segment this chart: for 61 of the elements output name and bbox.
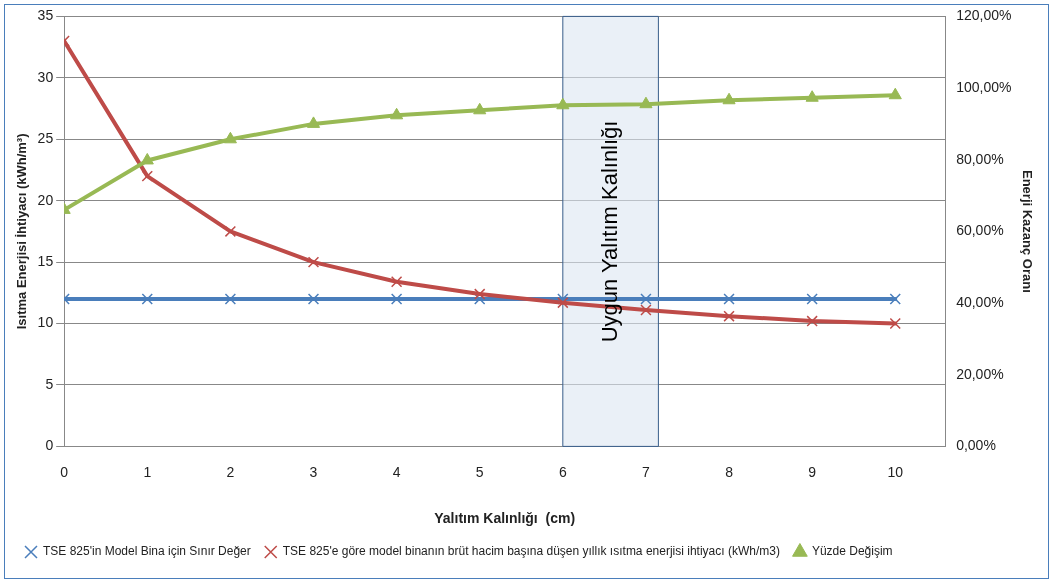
y-tick-label: 20 [37, 191, 54, 208]
point [390, 293, 403, 305]
x-tick-label: 7 [642, 463, 651, 480]
y2-tick-label: 40,00% [956, 293, 1004, 310]
y2-tick-label: 0,00% [956, 437, 996, 454]
point [806, 293, 818, 305]
point [473, 102, 487, 115]
point [306, 116, 321, 128]
point [639, 96, 653, 109]
y-axis-title: Isıtma Enerjisi İhtiyacı (kWh/m³) [14, 133, 30, 330]
y2-tick-label: 20,00% [956, 365, 1004, 382]
point [723, 310, 735, 322]
x-tick-label: 5 [475, 463, 484, 480]
point [888, 87, 902, 100]
y2-tick-label: 120,00% [956, 7, 1012, 24]
point [307, 256, 320, 268]
y2-axis-title: Enerji Kazanç Oranı [1019, 169, 1035, 293]
point [224, 225, 237, 238]
point [141, 293, 153, 305]
point [640, 293, 652, 305]
point [722, 92, 736, 105]
point [140, 152, 154, 165]
x-tick-label: 9 [808, 463, 817, 480]
point [390, 276, 403, 288]
x-tick-label: 2 [226, 463, 235, 480]
x-tick-label: 10 [887, 463, 904, 480]
point [557, 296, 569, 309]
x-axis-title: Yalıtım Kalınlığı (cm) [434, 510, 576, 527]
band-label: Uygun Yalıtım Kalınlığı [596, 120, 622, 343]
point [723, 293, 735, 305]
y-tick-label: 35 [37, 7, 54, 24]
y-tick-label: 30 [37, 68, 54, 85]
y-tick-label: 15 [37, 252, 54, 269]
x-tick-label: 1 [143, 463, 152, 480]
y2-tick-label: 80,00% [956, 150, 1004, 167]
point [805, 90, 819, 102]
x-tick-label: 6 [558, 463, 567, 480]
point [307, 293, 320, 305]
point [390, 107, 404, 120]
y-tick-label: 25 [37, 130, 54, 147]
point [474, 288, 486, 300]
legend-label: Yüzde Değişim [811, 544, 893, 559]
x-tick-label: 8 [725, 463, 734, 480]
point [141, 170, 153, 182]
x-tick-label: 4 [392, 463, 401, 480]
legend-label: TSE 825'e göre model binanın brüt hacim başına düşen yıllık ısıtma enerjisi ihtiyacı (kWh/m3) [282, 544, 780, 559]
y-tick-label: 10 [37, 314, 54, 331]
y-tick-label: 0 [45, 437, 54, 454]
point [640, 304, 652, 316]
x-tick-label: 3 [309, 463, 318, 480]
legend-label: TSE 825'in Model Bina için Sınır Değer [43, 544, 251, 559]
point [224, 293, 237, 305]
x-tick-label: 0 [60, 463, 69, 480]
point [889, 293, 901, 305]
point [806, 315, 818, 327]
point [223, 131, 237, 144]
y2-tick-label: 100,00% [956, 78, 1012, 95]
point [889, 317, 901, 330]
point [556, 97, 570, 110]
y2-tick-label: 60,00% [956, 222, 1004, 239]
y-tick-label: 5 [45, 375, 54, 392]
